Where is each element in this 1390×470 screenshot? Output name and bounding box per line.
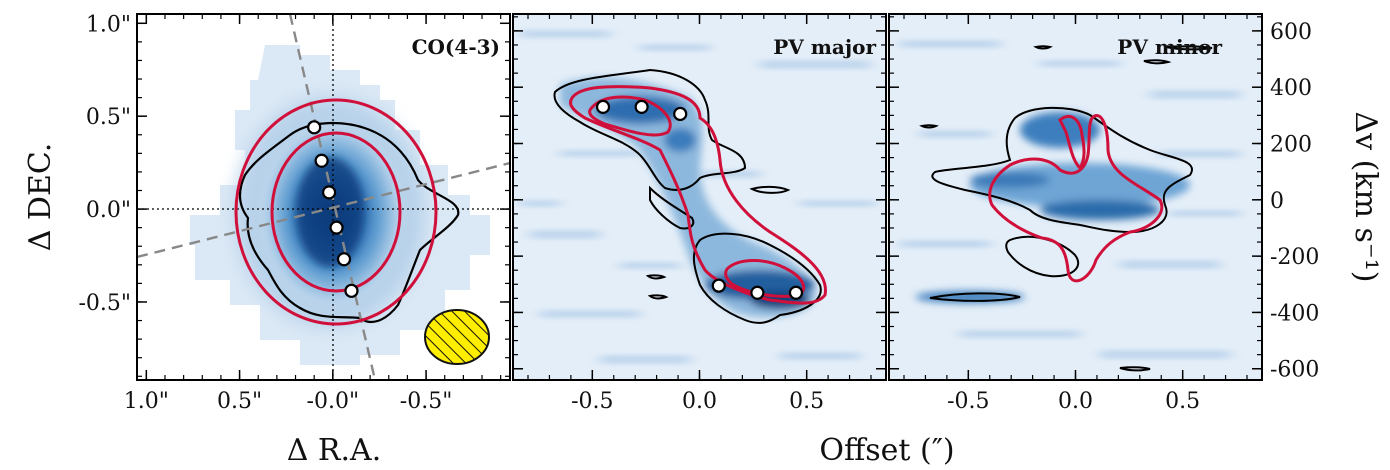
data-point <box>307 120 322 135</box>
data-point <box>314 153 329 168</box>
x-axis-title-offset: Offset (″) <box>819 433 954 468</box>
y-tick-label: 0.5" <box>86 105 131 130</box>
x-tick-label: 0.5 <box>1165 389 1200 414</box>
data-point <box>634 99 649 115</box>
moment-map-image <box>190 45 490 365</box>
x-tick-label: 0.0 <box>682 389 717 414</box>
y-tick-label: 400 <box>1270 76 1312 101</box>
flux-contour <box>239 122 460 323</box>
y-tick-label: 0.0" <box>86 198 131 223</box>
x-tick-label: 1.0" <box>124 389 169 414</box>
panel-pv-minor: PV minor -0.5 0.0 0.5 600 400 200 0 -200 -400 -60… <box>888 13 1319 414</box>
beam-ellipse <box>424 309 490 365</box>
model-ellipse-inner <box>270 131 402 293</box>
x-tick-label: -0.0" <box>307 389 360 414</box>
panel-pv-major: PV major -0.5 0.0 0.5 <box>512 13 887 414</box>
y-tick-label: -0.5" <box>78 291 131 316</box>
moment-map-ticks: 1.0" 0.5" -0.0" -0.5" 1.0" 0.5" 0.0" -0.5" <box>78 12 510 414</box>
y-tick-label: 600 <box>1270 20 1312 45</box>
data-point <box>344 283 359 298</box>
model-ellipse-outer <box>234 98 438 326</box>
x-tick-label: 0.5 <box>789 389 824 414</box>
x-tick-label: 0.5" <box>217 389 262 414</box>
data-point <box>788 285 804 300</box>
pv-major-image <box>513 14 886 380</box>
x-tick-label: -0.5 <box>947 389 989 414</box>
y-axis-title-dec: Δ DEC. <box>23 143 58 252</box>
data-point <box>750 285 765 300</box>
y-tick-label: -400 <box>1270 301 1319 326</box>
x-tick-label: -0.5 <box>571 389 613 414</box>
data-point <box>595 99 611 115</box>
panel-label-pv-major: PV major <box>773 35 876 59</box>
pv-minor-image <box>889 14 1262 380</box>
x-axis-title-ra: Δ R.A. <box>287 433 382 468</box>
panel-moment-map: CO(4-3) 1.0" 0.5" -0.0" -0.5" 1.0" 0.5" 0.0" -0… <box>78 12 511 414</box>
panel-label-pv-minor: PV minor <box>1117 35 1222 59</box>
data-point <box>329 220 344 235</box>
data-point <box>321 185 337 200</box>
y-axis-title-velocity: Δv (km s⁻¹) <box>1348 112 1383 283</box>
panel-frame-a <box>136 13 511 381</box>
y-tick-label: -200 <box>1270 245 1319 270</box>
minor-axis-line <box>137 161 510 259</box>
moment-map-points <box>307 120 359 298</box>
pv-major-points <box>595 99 804 300</box>
x-tick-label: -0.5" <box>400 389 453 414</box>
pv-minor-ticks: -0.5 0.0 0.5 600 400 200 0 -200 -400 -600 <box>889 14 1319 414</box>
y-tick-label: -600 <box>1270 358 1319 383</box>
pv-major-ticks: -0.5 0.0 0.5 <box>513 14 886 414</box>
data-point <box>673 106 688 122</box>
data-point <box>711 278 726 293</box>
data-point <box>336 252 352 267</box>
y-tick-label: 0 <box>1270 189 1284 214</box>
y-tick-label: 1.0" <box>86 12 131 37</box>
x-tick-label: 0.0 <box>1058 389 1093 414</box>
y-tick-label: 200 <box>1270 133 1312 158</box>
panel-label-co43: CO(4-3) <box>412 35 500 59</box>
